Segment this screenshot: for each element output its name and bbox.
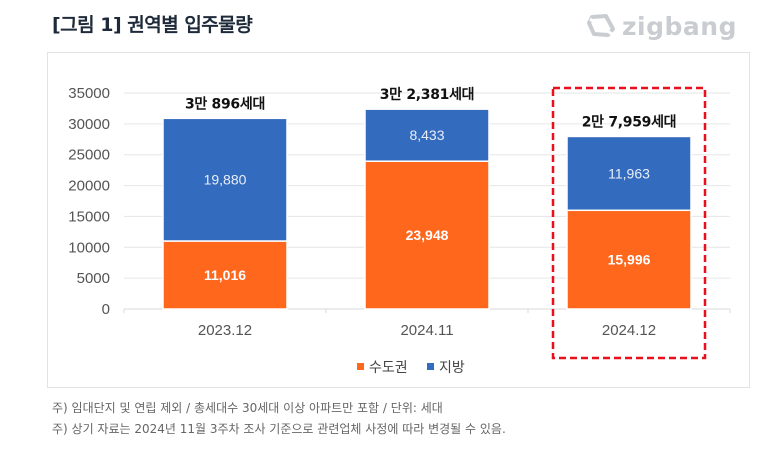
total-labels: 3만 896세대 3만 2,381세대 2만 7,959세대 [185,87,677,130]
legend-label: 수도권 [369,360,408,376]
y-tick-label: 0 [102,301,110,318]
bars [162,108,692,310]
bar-capital [364,160,490,310]
segment-value-label: 19,880 [204,172,247,188]
zigbang-logo: zigbang [586,10,737,42]
bar-regional [162,117,288,242]
logo-text: zigbang [622,11,737,41]
segment-labels: 11,016 19,880 23,948 8,433 15,996 11,963 [204,127,651,283]
footnote: 주) 상기 자료는 2024년 11월 3주차 조사 기준으로 관련업체 사정에… [52,422,506,436]
category-label: 2024.12 [602,322,656,339]
bar-regional [566,135,692,212]
y-tick-label: 15000 [68,208,110,225]
figure-title: [그림 1] 권역별 입주물량 [52,14,253,36]
x-axis-tick-marks [123,309,731,313]
y-axis-ticks: 0 5000 10000 15000 20000 25000 30000 35000 [68,85,110,318]
legend-swatch-regional [427,363,434,370]
y-tick-label: 5000 [77,270,110,287]
y-tick-label: 25000 [68,147,110,164]
category-labels: 2023.12 2024.11 2024.12 [198,322,656,339]
legend-swatch-capital [357,363,364,370]
zigbang-logo-icon [587,14,615,37]
segment-value-label: 11,016 [204,267,246,283]
legend: 수도권 지방 [357,360,465,376]
category-label: 2023.12 [198,322,252,339]
legend-label: 지방 [439,360,465,376]
footnote: 주) 임대단지 및 연립 제외 / 총세대수 30세대 이상 아파트만 포함 /… [52,401,443,415]
segment-value-label: 23,948 [406,227,449,243]
y-tick-label: 30000 [68,116,110,133]
category-label: 2024.11 [400,322,453,339]
chart-frame [47,52,750,388]
bar-capital [566,209,692,310]
total-label: 2만 7,959세대 [582,114,677,130]
y-tick-label: 10000 [68,239,110,256]
total-label: 3만 896세대 [185,96,265,112]
y-tick-label: 20000 [68,178,110,195]
total-label: 3만 2,381세대 [380,87,475,103]
y-tick-label: 35000 [68,85,110,102]
segment-value-label: 11,963 [608,165,650,181]
footnotes: 주) 임대단지 및 연립 제외 / 총세대수 30세대 이상 아파트만 포함 /… [52,398,506,440]
bar-regional [364,108,490,162]
segment-value-label: 8,433 [409,127,444,143]
highlight-box [551,86,707,360]
segment-value-label: 15,996 [608,252,651,268]
